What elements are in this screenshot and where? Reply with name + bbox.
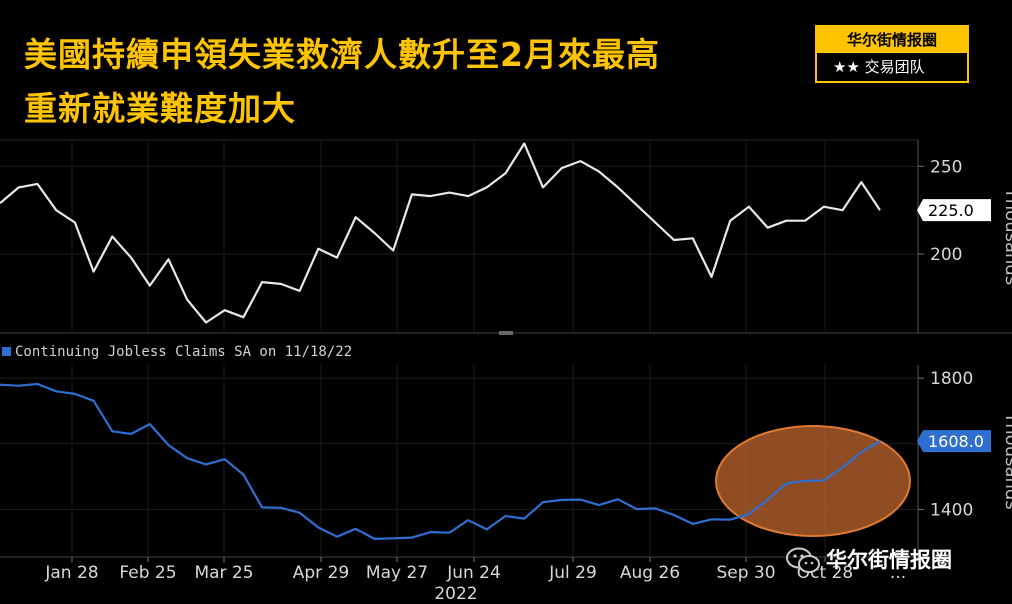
x-tick-label-2: Mar 25 [194, 563, 253, 583]
x-tick-label-0: Jan 28 [44, 563, 98, 583]
x-tick-label-4: May 27 [366, 563, 428, 583]
bottom-series-line [0, 382, 881, 541]
x-tick-label-6: Jul 29 [548, 563, 597, 583]
legend-swatch [2, 347, 11, 356]
bottom-last-value-label: 1608.0 [928, 432, 984, 451]
top-last-value-badge [917, 199, 991, 222]
panel-divider-handle [499, 331, 513, 335]
brand-name: 华尔街情报圈 [817, 27, 967, 53]
x-tick-label-10: ... [890, 563, 906, 583]
top-ytick-label-0: 200 [930, 245, 962, 265]
bottom-last-value-badge [917, 430, 991, 453]
top-unit-label: Thousands [1001, 187, 1012, 285]
bottom-unit-label: Thousands [1001, 411, 1012, 509]
watermark-text: 华尔街情报圈 [826, 548, 952, 572]
brand-box: 华尔街情报圈 ★★ 交易团队 [815, 25, 969, 83]
legend-label: Continuing Jobless Claims SA on 11/18/22 [15, 344, 352, 360]
bottom-ytick-label-0: 1400 [930, 500, 973, 520]
x-tick-label-8: Sep 30 [716, 563, 775, 583]
x-tick-label-5: Jun 24 [446, 563, 501, 583]
wechat-icon [786, 547, 820, 573]
brand-subtitle: ★★ 交易团队 [833, 58, 925, 76]
bottom-ytick-label-2: 1800 [930, 369, 973, 389]
x-tick-label-3: Apr 29 [293, 563, 349, 583]
x-tick-label-1: Feb 25 [119, 563, 176, 583]
watermark: 华尔街情报圈 [786, 544, 952, 575]
x-tick-label-7: Aug 26 [620, 563, 680, 583]
top-ytick-label-1: 250 [930, 157, 962, 177]
headline-line-2: 重新就業難度加大 [24, 89, 296, 128]
x-year-label: 2022 [434, 584, 477, 604]
top-series-line [0, 142, 881, 324]
top-last-value-label: 225.0 [928, 201, 974, 220]
headline-line-1: 美國持續申領失業救濟人數升至2月來最高 [24, 35, 660, 74]
